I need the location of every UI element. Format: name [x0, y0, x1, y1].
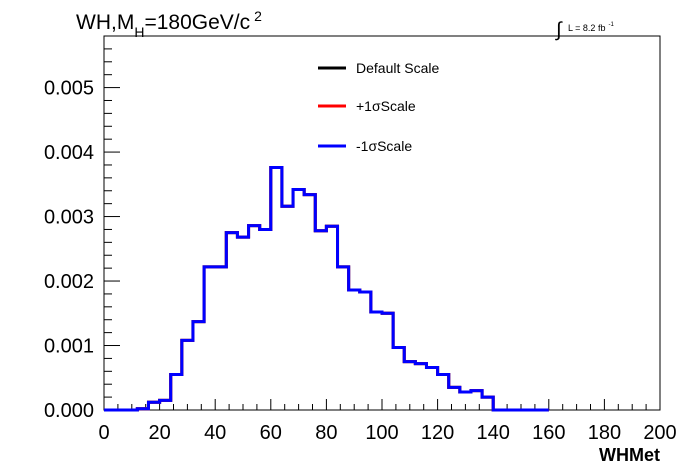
x-tick-label: 80 — [315, 422, 337, 444]
x-axis-label: WHMet — [599, 445, 660, 465]
x-tick-label: 140 — [477, 422, 510, 444]
legend-label: Default Scale — [356, 60, 439, 76]
x-axis-ticks: 0 20 40 60 80 100 120 140 160 180 200 — [98, 399, 677, 444]
x-tick-label: 20 — [148, 422, 170, 444]
legend-label: +1σScale — [356, 98, 416, 114]
lumi-label: L = 8.2 fb -1 — [568, 22, 614, 33]
histogram-line — [104, 166, 549, 412]
x-tick-label: 160 — [532, 422, 565, 444]
y-tick-label: 0.002 — [44, 271, 94, 293]
legend-label: -1σScale — [356, 138, 412, 154]
chart-title: WH,MH=180GeV/c 2 — [76, 8, 262, 40]
x-tick-label: 120 — [421, 422, 454, 444]
x-tick-label: 0 — [98, 422, 109, 444]
x-tick-label: 100 — [365, 422, 398, 444]
lumi-integral-sign: ∫ — [555, 19, 563, 41]
y-tick-label: 0.001 — [44, 336, 94, 358]
x-tick-label: 180 — [588, 422, 621, 444]
y-tick-label: 0.000 — [44, 400, 94, 422]
legend: Default Scale +1σScale -1σScale — [318, 60, 439, 154]
x-tick-label: 200 — [643, 422, 676, 444]
y-tick-label: 0.004 — [44, 142, 94, 164]
x-tick-label: 40 — [204, 422, 226, 444]
y-tick-label: 0.005 — [44, 78, 94, 100]
histogram-series — [104, 166, 549, 412]
y-axis-ticks: 0.000 0.001 0.002 0.003 0.004 0.005 — [44, 35, 120, 422]
x-tick-label: 60 — [260, 422, 282, 444]
y-tick-label: 0.003 — [44, 207, 94, 229]
